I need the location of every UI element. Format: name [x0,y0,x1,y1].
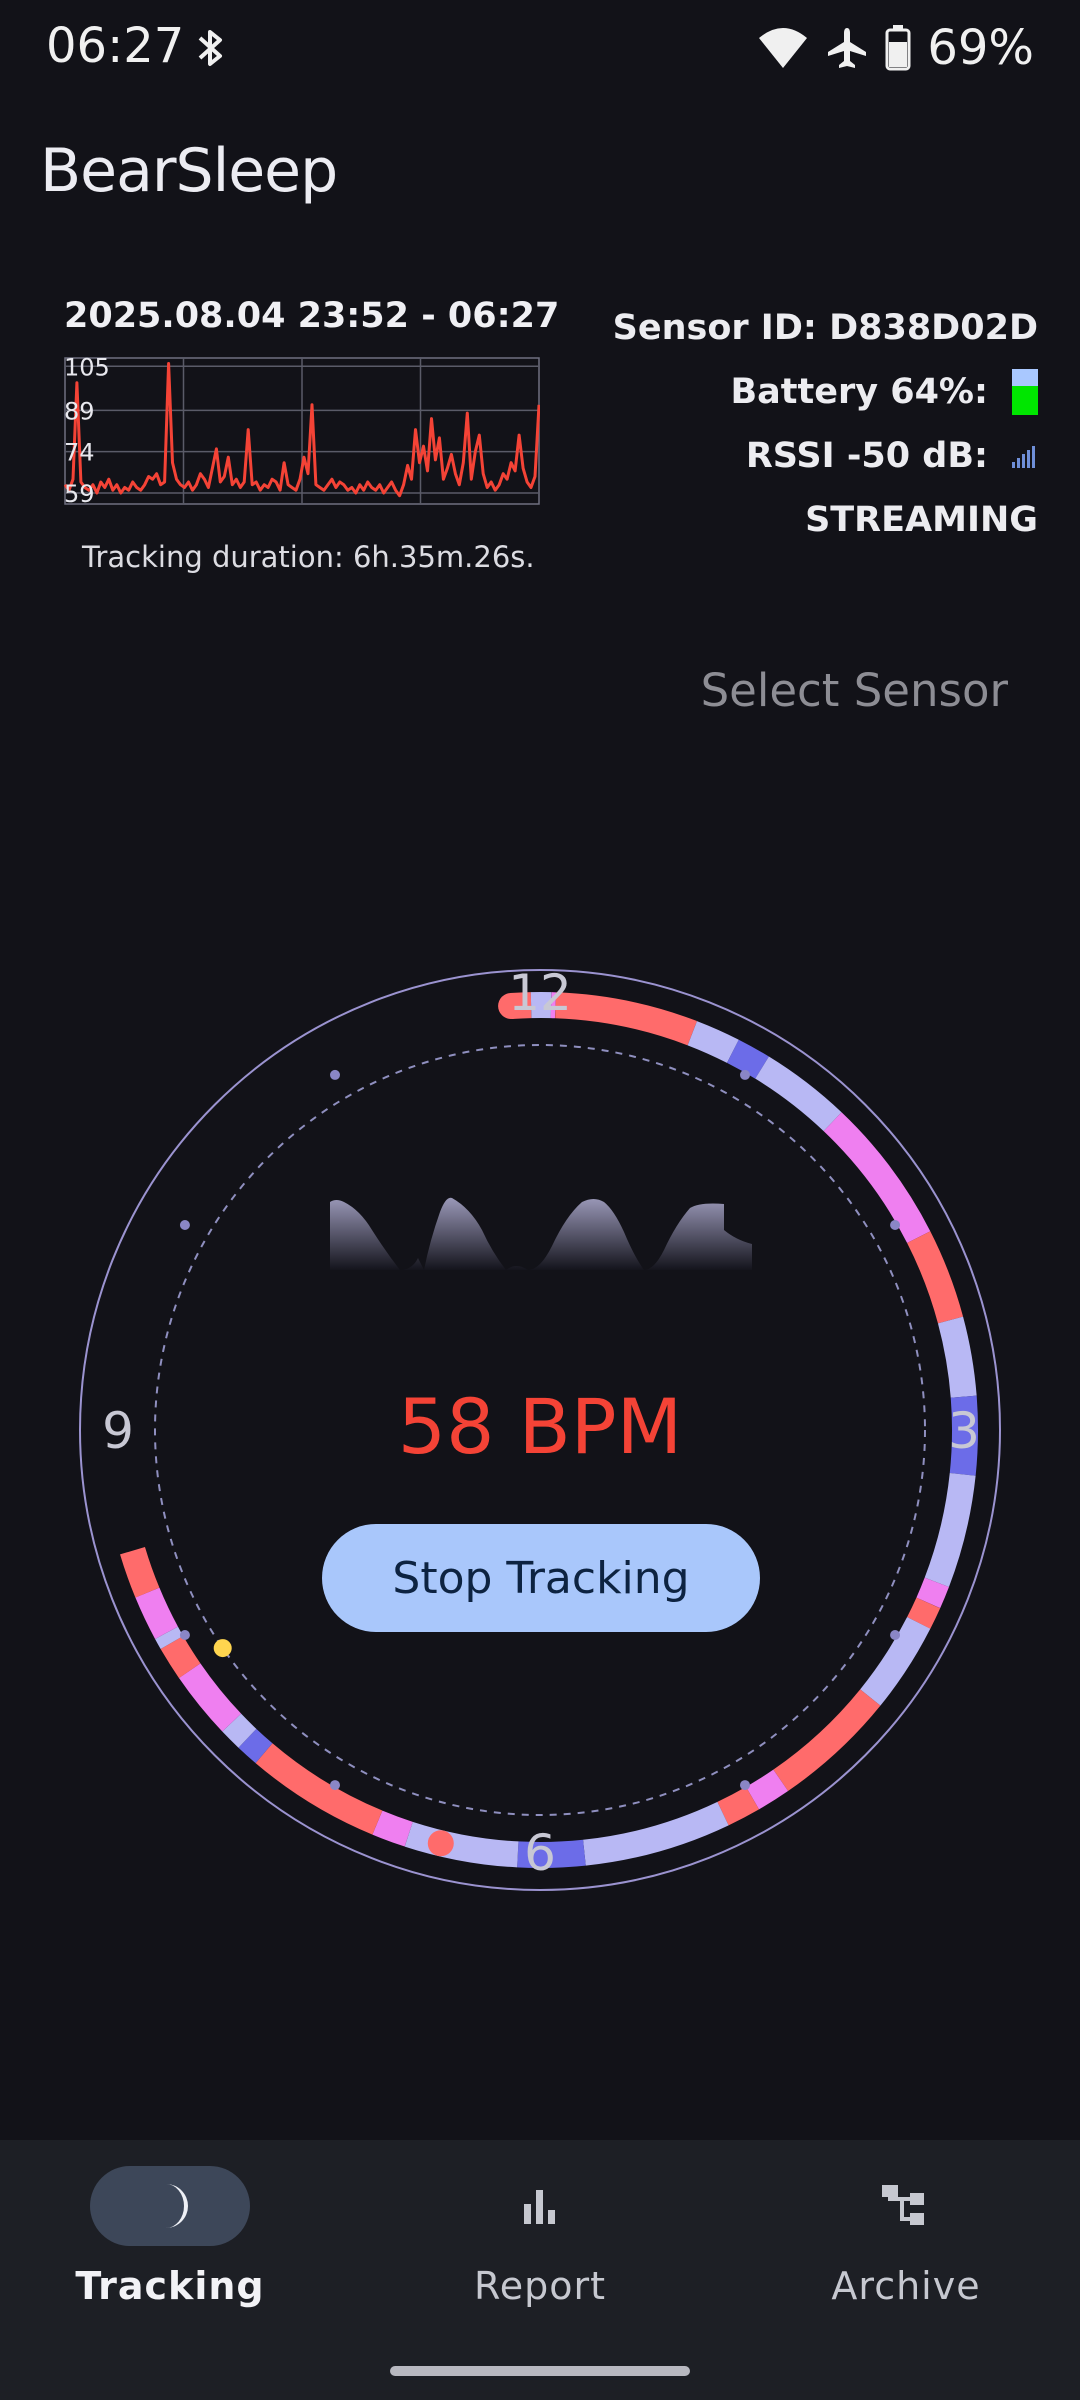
nav-archive-label: Archive [831,2264,981,2308]
moon-icon [166,2184,188,2228]
status-battery-percent: 69% [927,20,1034,76]
dial-outer-ring [79,969,1001,1891]
hour-dot [179,1220,190,1230]
sleep-stage-segment-light [582,1801,729,1866]
rssi-label: RSSI -50 dB: [745,436,988,476]
hour-dot [179,1630,190,1640]
bar-chart-icon [524,2190,555,2224]
status-bar: 06:27 69% [0,0,1080,96]
sleep-stage-segment-deep [949,1395,979,1476]
hour-dot [890,1220,901,1230]
status-time: 06:27 [46,18,185,74]
sleep-stage-segment-light [155,1626,184,1649]
sensor-id: Sensor ID: D838D02D [612,308,1038,348]
dial-label-12: 12 [508,964,572,1022]
sleep-stage-segment-rem [823,1112,931,1244]
chart-y-tick-label: 59 [64,480,95,506]
hour-dot [890,1630,901,1640]
dial-label-9: 9 [102,1402,134,1460]
sleep-stage-segment-rem [135,1587,178,1639]
hour-dots [179,1069,901,1791]
sleep-stage-arc [120,991,979,1868]
battery-icon [885,25,911,71]
hour-dot [740,1780,750,1791]
sleep-stage-segment-awake [160,1635,201,1679]
nav-tracking-pill [90,2166,250,2246]
sleep-arc-cap [427,1830,454,1857]
nav-report-pill [460,2166,620,2246]
bpm-reading: 58 BPM [397,1382,683,1471]
archive-tree-icon [882,2185,924,2225]
sleep-arc-cap [498,992,525,1019]
chart-y-tick-label: 105 [64,356,110,381]
sleep-stage-segment-deep [517,1839,586,1868]
sleep-stage-segment-rem [372,1810,413,1847]
bluetooth-icon [198,30,222,66]
nav-report[interactable]: Report [390,2166,690,2308]
sensor-battery-icon [1012,369,1038,415]
sleep-stage-segment-deep [238,1728,273,1764]
sleep-stage-segment-light [687,1021,739,1063]
dial-label-6: 6 [524,1824,556,1882]
sleep-clock-dial: 12 3 6 9 [79,964,1001,1891]
sleep-stage-segment-awake [120,1546,160,1598]
current-time-marker [213,1639,232,1658]
sleep-stage-segment-deep [726,1039,769,1079]
nav-report-label: Report [474,2264,606,2308]
home-gesture-bar[interactable] [390,2366,690,2376]
nav-archive[interactable]: Archive [756,2166,1056,2308]
stop-tracking-button[interactable]: Stop Tracking [322,1524,760,1632]
heart-rate-line [64,362,540,498]
sleep-stage-segment-light [937,1316,977,1398]
signal-strength-icon [1012,446,1035,468]
wifi-icon [759,28,808,68]
sleep-stage-segment-awake [907,1597,941,1629]
dial-label-3: 3 [948,1402,980,1460]
dial-inner-dashed-ring [154,1044,926,1816]
sleep-stage-segment-light [924,1472,976,1587]
sleep-stage-segment-awake [717,1786,759,1826]
sleep-stage-segment-awake [907,1231,964,1324]
sensor-battery-label: Battery 64%: [730,372,988,412]
nav-archive-pill [826,2166,986,2246]
sleep-stage-segment-awake [255,1743,383,1835]
airplane-mode-icon [828,28,867,68]
sleep-stage-segment-light [860,1616,931,1706]
app-title: BearSleep [40,136,338,206]
sleep-stage-segment-light [404,1821,519,1868]
sleep-stage-segment-awake [555,992,697,1046]
hour-dot [330,1069,340,1080]
sleep-stage-segment-rem [178,1663,242,1732]
chart-y-tick-label: 89 [64,397,95,425]
chart-y-tick-label: 74 [64,439,95,467]
sleep-stage-segment-awake [773,1689,881,1792]
nav-tracking-label: Tracking [75,2264,265,2308]
hour-dot [330,1780,340,1791]
sensor-state: STREAMING [805,500,1038,540]
sleep-stage-segment-light [222,1713,257,1748]
tracking-duration: Tracking duration: 6h.35m.26s. [82,540,535,574]
nav-tracking[interactable]: Tracking [20,2166,320,2308]
sensor-info: Sensor ID: D838D02D Battery 64%: RSSI -5… [613,296,1038,552]
heart-rate-chart: 105 89 74 59 [64,356,540,506]
select-sensor-button[interactable]: Select Sensor [700,664,1008,717]
sleep-stage-segment-light [755,1056,842,1132]
sleep-stage-segment-rem [916,1577,949,1609]
chart-title: 2025.08.04 23:52 - 06:27 [64,296,560,336]
bottom-navigation: Tracking Report Archive [0,2140,1080,2400]
sleep-waveform-graphic [330,1197,752,1270]
hour-dot [740,1069,750,1080]
sleep-stage-segment-rem [745,1769,789,1810]
